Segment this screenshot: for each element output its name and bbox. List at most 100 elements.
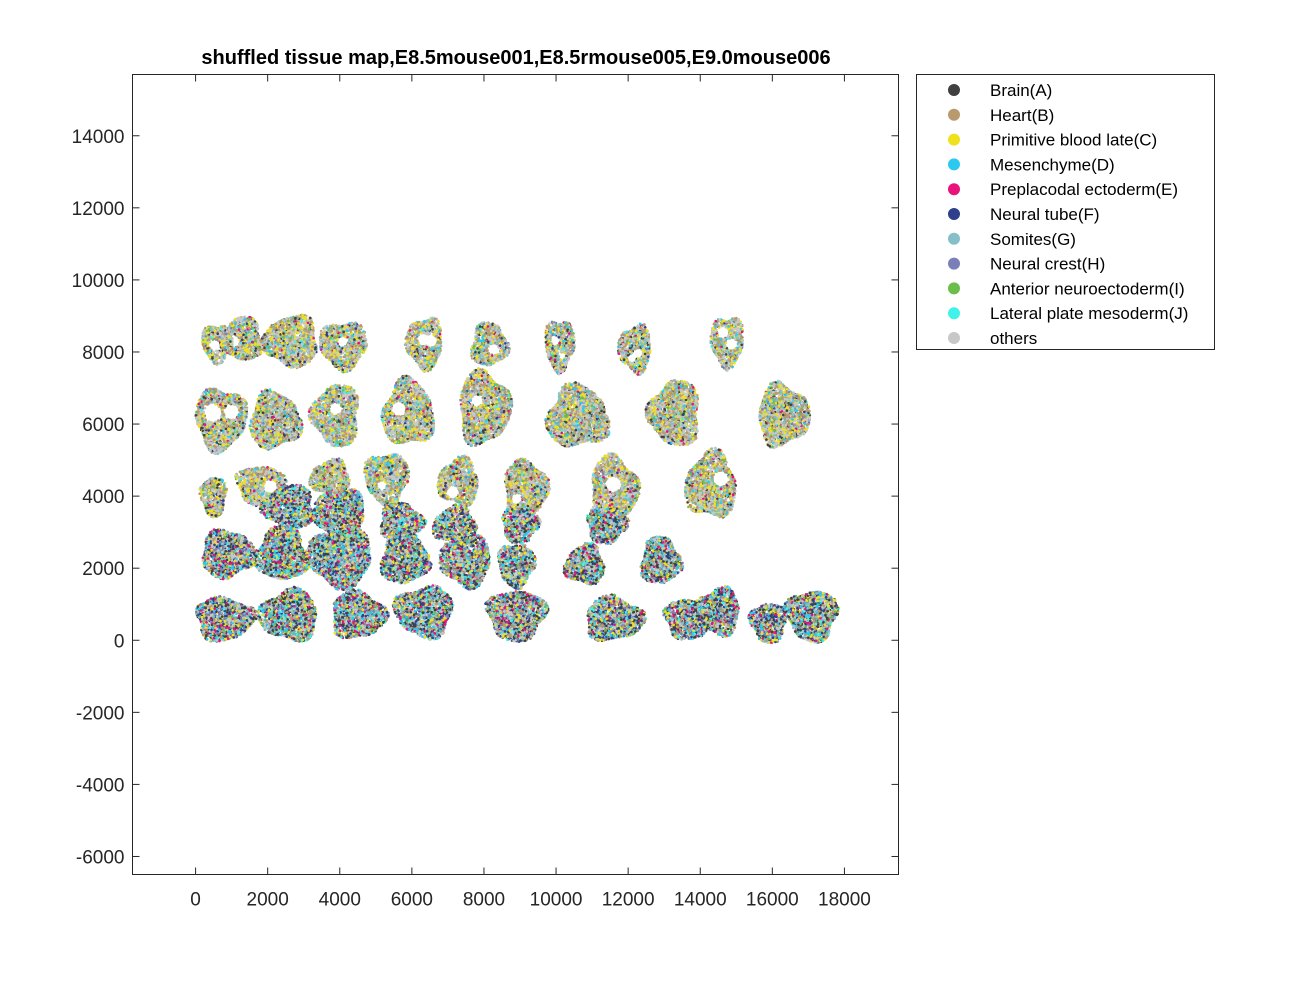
cell-point	[204, 327, 207, 330]
cell-point	[212, 361, 215, 364]
cell-point	[223, 357, 226, 360]
cell-point	[242, 327, 245, 330]
cell-point	[231, 322, 234, 325]
cell-point	[207, 331, 210, 334]
cell-point	[216, 357, 219, 360]
cell-point	[211, 329, 214, 332]
chart-title: shuffled tissue map,E8.5mouse001,E8.5rmo…	[201, 47, 830, 69]
cell-point	[247, 342, 250, 345]
cell-point	[225, 333, 228, 336]
cell-point	[242, 333, 245, 336]
cell-point	[239, 336, 242, 339]
cell-point	[257, 336, 260, 339]
cell-point	[248, 316, 251, 319]
cell-point	[208, 338, 211, 341]
cell-point	[222, 347, 225, 350]
cell-point	[211, 357, 214, 360]
cell-point	[251, 341, 254, 344]
cell-point	[248, 336, 251, 339]
cell-point	[257, 346, 260, 349]
cell-point	[203, 347, 206, 350]
cell-point	[254, 330, 257, 333]
cell-point	[220, 357, 223, 360]
cell-point	[256, 323, 259, 326]
cell-point	[240, 357, 243, 360]
cell-point	[226, 341, 229, 344]
cell-point	[247, 358, 250, 361]
cell-point	[230, 348, 233, 351]
cell-point	[234, 318, 237, 321]
cell-point	[210, 333, 213, 336]
cell-point	[257, 339, 260, 342]
cell-point	[202, 343, 205, 346]
cell-point	[252, 334, 255, 337]
cell-point	[248, 345, 251, 348]
cell-point	[235, 330, 238, 333]
cell-point	[242, 316, 245, 319]
cell-point	[206, 352, 209, 355]
cell-point	[215, 360, 218, 363]
cell-point	[237, 326, 240, 329]
cell-point	[244, 330, 247, 333]
cell-point	[202, 335, 205, 338]
cell-point	[222, 344, 225, 347]
cell-point	[248, 327, 251, 330]
cell-point	[234, 352, 237, 355]
cell-point	[252, 325, 255, 328]
cell-point	[207, 342, 210, 345]
cell-point	[234, 323, 237, 326]
cell-point	[223, 349, 226, 352]
cell-point	[233, 328, 236, 331]
cell-point	[249, 354, 252, 357]
cell-point	[249, 321, 252, 324]
cell-point	[217, 350, 220, 353]
cell-point	[211, 336, 214, 339]
cell-point	[239, 344, 242, 347]
cell-point	[243, 323, 246, 326]
cell-point	[254, 343, 257, 346]
cell-point	[229, 353, 232, 356]
cell-point	[209, 350, 212, 353]
cell-point	[252, 336, 255, 339]
cell-point	[203, 333, 206, 336]
cell-point	[227, 345, 230, 348]
cell-point	[244, 358, 247, 361]
scatter-points	[195, 314, 841, 644]
cell-point	[209, 356, 212, 359]
cell-point	[245, 333, 248, 336]
cell-point	[224, 337, 227, 340]
cell-point	[203, 329, 206, 332]
cell-point	[248, 351, 251, 354]
cell-point	[222, 340, 225, 343]
cell-point	[242, 353, 245, 356]
cell-point	[220, 343, 223, 346]
cell-point	[250, 357, 253, 360]
cell-point	[206, 347, 209, 350]
cell-point	[210, 327, 213, 330]
cell-point	[219, 327, 222, 330]
cell-point	[220, 337, 223, 340]
cell-point	[219, 332, 222, 335]
cell-point	[246, 353, 249, 356]
cell-point	[246, 348, 249, 351]
cell-point	[258, 349, 261, 352]
cell-point	[242, 342, 245, 345]
cell-point	[216, 332, 219, 335]
cell-point	[214, 333, 217, 336]
cell-point	[237, 334, 240, 337]
cell-point	[239, 347, 242, 350]
cell-point	[237, 352, 240, 355]
cell-point	[229, 340, 232, 343]
cell-point	[254, 322, 257, 325]
cell-point	[221, 353, 224, 356]
cell-point	[238, 317, 241, 320]
cell-point	[232, 353, 235, 356]
cell-point	[223, 325, 226, 328]
tissue-section	[259, 314, 318, 370]
cell-point	[254, 338, 257, 341]
cell-point	[253, 355, 256, 358]
cell-point	[241, 339, 244, 342]
cell-point	[228, 326, 231, 329]
cell-point	[250, 349, 253, 352]
